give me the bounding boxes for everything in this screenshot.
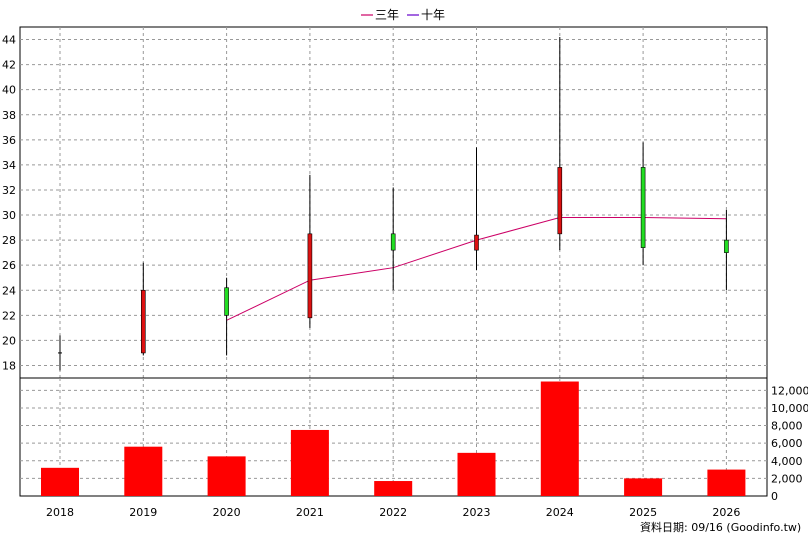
candle-body <box>307 233 313 319</box>
price-y-tick-label: 44 <box>2 34 16 47</box>
x-tick-label: 2021 <box>296 506 324 519</box>
candle-2024 <box>557 37 563 251</box>
x-tick-label: 2025 <box>629 506 657 519</box>
legend-label-ten-year: 十年 <box>421 8 445 22</box>
volume-bar-2025 <box>624 478 663 496</box>
candle-body <box>640 167 646 248</box>
candle-body <box>724 239 729 253</box>
price-y-tick-label: 20 <box>2 334 16 347</box>
price-y-tick-label: 26 <box>2 259 16 272</box>
x-tick-label: 2026 <box>712 506 740 519</box>
price-y-tick-label: 42 <box>2 59 16 72</box>
price-y-tick-label: 38 <box>2 109 16 122</box>
price-y-tick-label: 28 <box>2 234 16 247</box>
price-y-tick-label: 18 <box>2 359 16 372</box>
price-y-tick-label: 40 <box>2 84 16 97</box>
price-panel: 18 20 22 24 26 28 30 32 34 36 38 40 42 44 <box>2 26 768 379</box>
price-y-tick-label: 24 <box>2 284 16 297</box>
candle-2019 <box>141 262 146 356</box>
candle-body <box>224 287 229 316</box>
candle-2018 <box>58 335 62 371</box>
candle-2023 <box>474 147 479 271</box>
price-y-tick-label: 30 <box>2 209 16 222</box>
candle-body <box>390 233 396 251</box>
volume-y-tick-label: 12,000 <box>771 384 808 397</box>
volume-bar-2024 <box>540 381 579 496</box>
price-y-tick-label: 34 <box>2 159 16 172</box>
candle-2021 <box>307 174 313 328</box>
candle-2025 <box>640 142 646 266</box>
volume-bar-2026 <box>707 469 746 496</box>
volume-y-tick-label: 2,000 <box>771 472 803 485</box>
volume-y-tick-label: 10,000 <box>771 402 808 415</box>
price-y-tick-label: 22 <box>2 309 16 322</box>
price-y-tick-label: 36 <box>2 134 16 147</box>
x-tick-label: 2023 <box>463 506 491 519</box>
x-tick-label: 2024 <box>546 506 574 519</box>
candle-2026 <box>724 210 729 291</box>
volume-y-tick-label: 6,000 <box>771 437 803 450</box>
candle-body <box>557 167 563 235</box>
volume-bar-2023 <box>457 452 496 496</box>
legend: 三年 十年 <box>361 8 445 22</box>
volume-bar-2018 <box>41 467 79 496</box>
volume-bar-2022 <box>374 481 413 496</box>
legend-label-three-year: 三年 <box>375 8 399 22</box>
price-y-tick-label: 32 <box>2 184 16 197</box>
x-tick-label: 2022 <box>379 506 407 519</box>
volume-bar-2020 <box>207 456 246 496</box>
volume-y-tick-label: 4,000 <box>771 455 803 468</box>
x-tick-label: 2018 <box>46 506 74 519</box>
x-tick-label: 2019 <box>129 506 157 519</box>
candle-2022 <box>390 187 396 291</box>
volume-y-tick-label: 0 <box>771 490 778 503</box>
source-footer: 資料日期: 09/16 (Goodinfo.tw) <box>640 520 801 534</box>
x-axis: 2018 2019 2020 2021 2022 2023 2024 2025 2026 <box>46 506 740 519</box>
volume-y-tick-label: 8,000 <box>771 420 803 433</box>
x-tick-label: 2020 <box>213 506 241 519</box>
candle-2020 <box>224 277 229 356</box>
volume-bar-2021 <box>290 429 329 496</box>
candle-body <box>141 289 146 354</box>
candle-body <box>474 234 479 251</box>
volume-panel: 0 2,000 4,000 6,000 8,000 10,000 12,000 <box>19 377 808 503</box>
volume-bar-2019 <box>124 446 163 496</box>
